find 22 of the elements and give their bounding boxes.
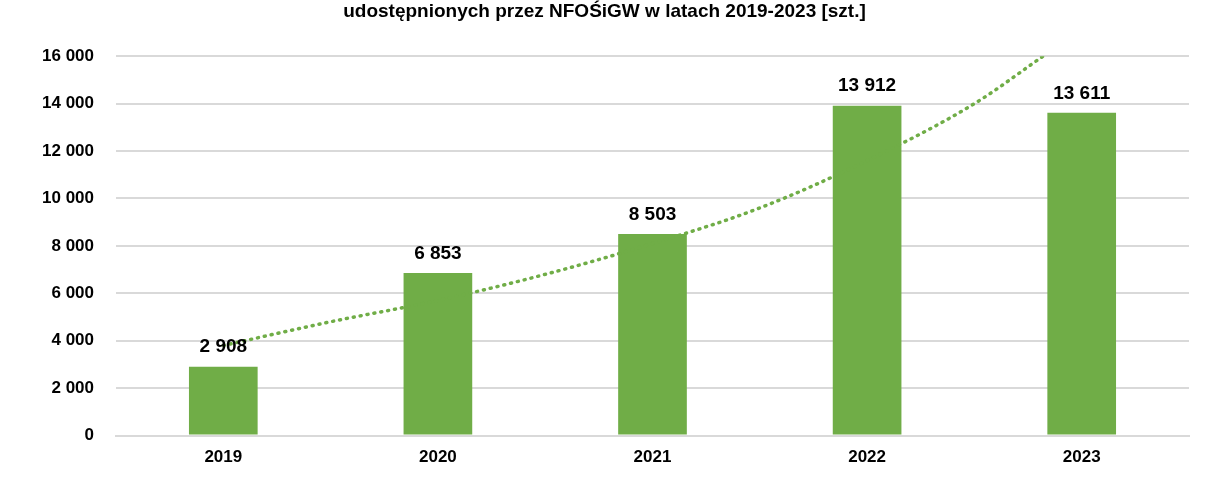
y-tick-label: 8 000 bbox=[51, 235, 94, 255]
data-label: 6 853 bbox=[414, 241, 462, 263]
bar bbox=[188, 366, 258, 435]
data-label: 13 912 bbox=[838, 74, 897, 96]
x-tick-label: 2020 bbox=[418, 447, 457, 467]
y-tick-label: 14 000 bbox=[42, 93, 94, 113]
y-tick-label: 10 000 bbox=[42, 188, 94, 208]
x-tick-label: 2019 bbox=[204, 447, 243, 467]
x-tick-label: 2021 bbox=[633, 447, 672, 467]
y-tick-label: 2 000 bbox=[51, 377, 94, 397]
x-tick-label: 2023 bbox=[1062, 447, 1101, 467]
data-label: 13 611 bbox=[1053, 81, 1111, 103]
x-tick-label: 2022 bbox=[848, 447, 887, 467]
data-label: 2 908 bbox=[199, 335, 248, 357]
data-label: 8 503 bbox=[628, 202, 677, 224]
y-tick-label: 6 000 bbox=[51, 283, 94, 303]
bar bbox=[1047, 112, 1117, 435]
chart-title: udostępnionych przez NFOŚiGW w latach 2019-2023 [szt.] bbox=[342, 0, 867, 22]
y-tick-label: 12 000 bbox=[42, 140, 94, 160]
y-tick-label: 0 bbox=[84, 425, 94, 445]
y-tick-label: 4 000 bbox=[51, 330, 94, 350]
y-tick-label: 16 000 bbox=[42, 45, 94, 65]
